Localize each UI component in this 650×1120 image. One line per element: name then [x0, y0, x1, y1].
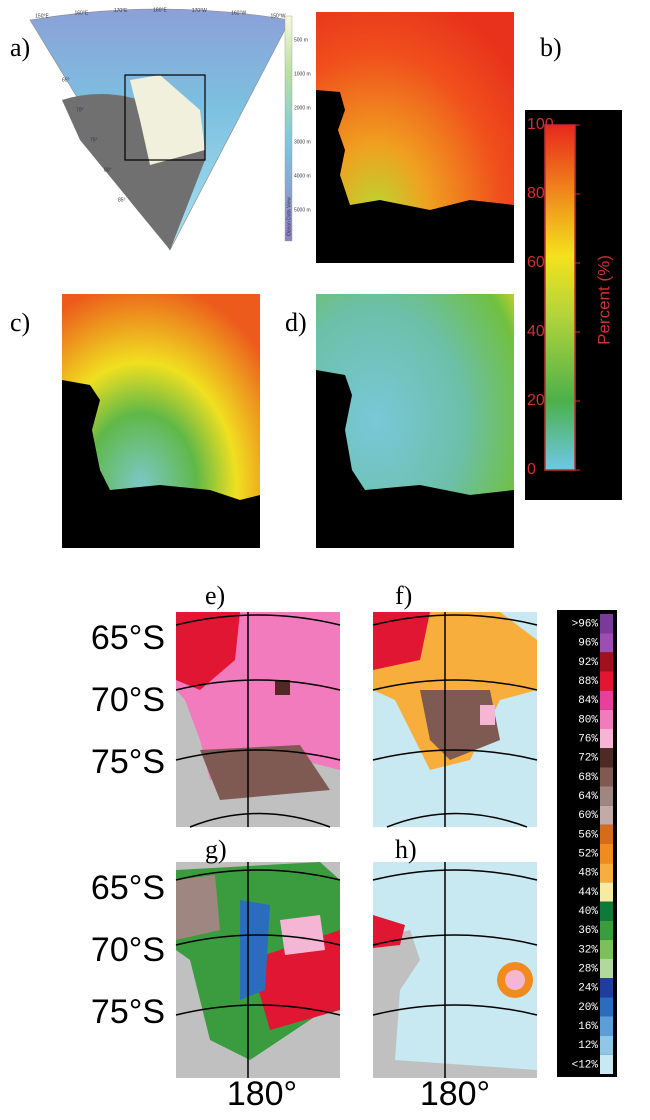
lat-label: 80°: [104, 167, 112, 173]
lat-label: 85°: [118, 197, 126, 203]
legend-label: 56%: [578, 829, 598, 841]
map-g: [176, 862, 340, 1078]
lon-label: 150°E: [35, 13, 49, 19]
tick-label: 40: [527, 323, 545, 340]
legend-swatch: [600, 710, 613, 729]
panel-label: h): [395, 835, 417, 864]
lat-label: 70°: [76, 107, 84, 113]
legend-swatch: [600, 940, 613, 959]
legend-label: 52%: [578, 848, 598, 860]
lon-label: 180°: [227, 1075, 297, 1113]
legend-label: 92%: [578, 657, 598, 669]
panel-label: d): [285, 308, 307, 337]
legend-swatch: [600, 863, 613, 882]
lon-label: 170°W: [192, 8, 207, 14]
legend-swatch: [600, 614, 613, 633]
depth-label: 1000 m: [294, 71, 311, 77]
legend-label: 44%: [578, 887, 598, 899]
legend-label: 84%: [578, 695, 598, 707]
tick-label: 100: [527, 116, 554, 133]
legend-label: 36%: [578, 925, 598, 937]
lon-label: 180°E: [153, 7, 167, 13]
legend-swatch: [600, 729, 613, 748]
legend-label: 64%: [578, 791, 598, 803]
legend-label: 12%: [578, 1040, 598, 1052]
legend-swatch: [600, 825, 613, 844]
lon-label: 170°E: [114, 8, 128, 14]
legend-swatch: [600, 844, 613, 863]
tick-label: 20: [527, 392, 545, 409]
legend-swatch: [600, 652, 613, 671]
legend-label: 72%: [578, 753, 598, 765]
legend-label: 88%: [578, 676, 598, 688]
depth-label: 5000 m: [294, 207, 311, 213]
legend-label: 32%: [578, 944, 598, 956]
colorbar: [545, 125, 575, 470]
legend-swatch: [600, 978, 613, 997]
legend-swatch: [600, 882, 613, 901]
panel-label: a): [10, 33, 30, 62]
map-f: [373, 612, 537, 827]
legend-swatch: [600, 748, 613, 767]
colorbar-title: Percent (%): [594, 255, 613, 345]
panel-label: b): [540, 33, 562, 62]
lon-label: 150°W: [270, 13, 285, 19]
lat-label: 65°: [62, 77, 70, 83]
depth-label: 4000 m: [294, 173, 311, 179]
legend-swatch: [600, 787, 613, 806]
legend-swatch: [600, 633, 613, 652]
legend-swatch: [600, 1017, 613, 1036]
map-e: [176, 612, 340, 827]
tick-label: 80: [527, 185, 545, 202]
legend-swatch: [600, 921, 613, 940]
legend-label: 76%: [578, 733, 598, 745]
panel-label: c): [10, 308, 30, 337]
lat-label: 65°S: [91, 869, 165, 907]
tick-label: 60: [527, 254, 545, 271]
lat-label: 75°: [90, 137, 98, 143]
lat-labels: 65°S 70°S 75°S 65°S 70°S 75°S: [91, 619, 165, 1031]
legend-swatch: [600, 806, 613, 825]
legend-label: 60%: [578, 810, 598, 822]
panel-label: g): [205, 835, 227, 864]
legend-label: 80%: [578, 714, 598, 726]
depth-label: 2000 m: [294, 105, 311, 111]
legend-label: 28%: [578, 963, 598, 975]
lat-label: 75°S: [91, 993, 165, 1031]
panel-label: e): [205, 581, 225, 610]
legend-swatch: [600, 902, 613, 921]
legend-swatch: [600, 959, 613, 978]
lat-label: 70°S: [91, 681, 165, 719]
legend-swatch: [600, 1055, 613, 1074]
legend-label: 24%: [578, 983, 598, 995]
tick-label: 0: [527, 461, 536, 478]
depth-label: 500 m: [294, 37, 308, 43]
legend-label: 68%: [578, 772, 598, 784]
legend-label: >96%: [572, 618, 599, 630]
legend-swatch: [600, 691, 613, 710]
legend-swatch: [600, 997, 613, 1016]
legend-label: 40%: [578, 906, 598, 918]
legend-label: 20%: [578, 1002, 598, 1014]
lon-label: 160°W: [231, 10, 246, 16]
legend-swatch: [600, 1036, 613, 1055]
legend-label: <12%: [572, 1059, 599, 1071]
legend-label: 96%: [578, 638, 598, 650]
panel-label: f): [395, 581, 412, 610]
lon-label: 160°E: [74, 10, 88, 16]
legend-swatch: [600, 672, 613, 691]
legend-label: 48%: [578, 868, 598, 880]
lat-label: 70°S: [91, 931, 165, 969]
depth-title: Ocean Data View: [286, 197, 292, 236]
lat-label: 65°S: [91, 619, 165, 657]
lat-label: 75°S: [91, 743, 165, 781]
legend-label: 16%: [578, 1021, 598, 1033]
map-h: [373, 862, 537, 1078]
lon-label: 180°: [420, 1075, 490, 1113]
depth-label: 3000 m: [294, 139, 311, 145]
legend-swatch: [600, 767, 613, 786]
figure: 150°E 160°E 170°E 180°E 170°W 160°W 150°W 65° 70…: [0, 0, 650, 1115]
